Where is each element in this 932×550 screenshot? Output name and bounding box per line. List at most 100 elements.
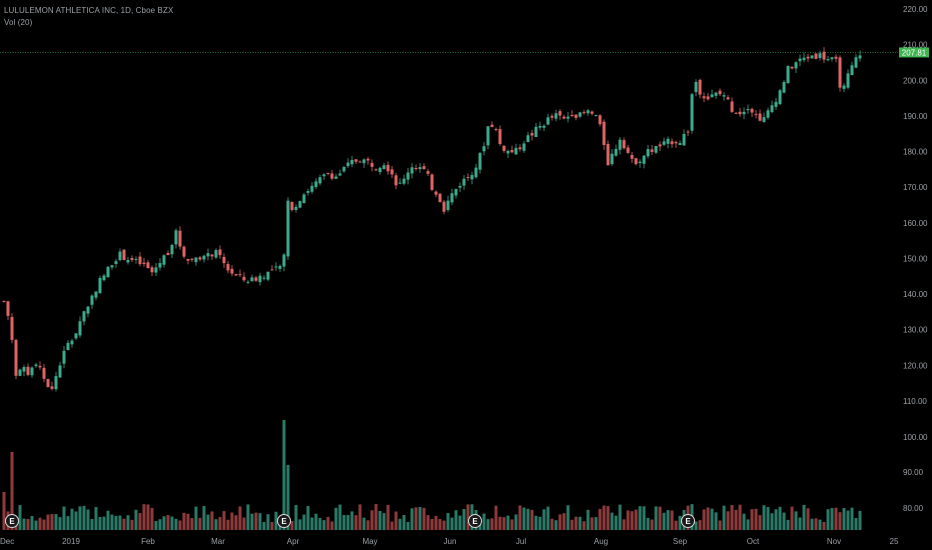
candle-body	[634, 158, 638, 165]
candle-body	[134, 258, 138, 260]
volume-tick-label: 100.00	[903, 433, 928, 442]
volume-bar	[546, 506, 550, 530]
time-tick-label: Dec	[0, 537, 14, 546]
candle-body	[702, 96, 706, 99]
candle-body	[778, 90, 782, 105]
volume-bar	[34, 520, 38, 530]
candle-body	[446, 200, 450, 211]
candle-body	[370, 162, 374, 167]
candle-body	[858, 55, 862, 59]
candle-body	[206, 253, 210, 257]
volume-bar	[702, 509, 706, 530]
time-tick-label: Oct	[747, 537, 760, 546]
volume-bar	[554, 520, 558, 530]
candle-body	[742, 111, 746, 115]
volume-bar	[402, 515, 406, 530]
candle-body	[246, 281, 250, 283]
candle-body	[534, 126, 538, 138]
candle-body	[2, 300, 6, 302]
earnings-marker[interactable]	[277, 514, 291, 528]
volume-bar	[234, 515, 238, 530]
symbol-legend[interactable]: LULULEMON ATHLETICA INC, 1D, Cboe BZX	[4, 6, 174, 15]
candle-body	[326, 173, 330, 175]
volume-bar	[626, 510, 630, 530]
candle-body	[522, 143, 526, 151]
volume-bar	[618, 504, 622, 530]
volume-bar	[834, 507, 838, 530]
volume-bar	[438, 519, 442, 530]
candle-body	[570, 114, 574, 117]
volume-bar	[450, 517, 454, 530]
candle-body	[286, 200, 290, 257]
volume-bar	[706, 507, 710, 530]
volume-bar	[122, 518, 126, 530]
candle-body	[810, 55, 814, 59]
volume-bar	[2, 492, 6, 530]
price-tick-label: 110.00	[903, 397, 927, 406]
candle-body	[834, 56, 838, 59]
time-axis[interactable]: Dec 2019 Feb Mar Apr May Jun Jul Aug Sep Oct Nov 25	[0, 537, 899, 546]
candle-body	[66, 342, 70, 351]
volume-bar	[766, 507, 770, 530]
price-axis[interactable]: 110.00 120.00 130.00 140.00 150.00 160.00 170.…	[903, 5, 928, 513]
volume-bar	[194, 506, 198, 530]
volume-bar	[838, 512, 842, 530]
volume-bar	[38, 517, 42, 530]
candle-body	[106, 266, 110, 278]
candle-body	[142, 262, 146, 264]
candle-body	[482, 146, 486, 152]
volume-bar	[674, 520, 678, 530]
volume-bar	[66, 516, 70, 530]
candle-body	[574, 114, 578, 118]
candle-body	[794, 62, 798, 69]
candle-body	[466, 176, 470, 178]
volume-bar	[282, 420, 286, 530]
volume-bar	[814, 518, 818, 530]
volume-legend[interactable]: Vol (20)	[4, 18, 33, 27]
volume-bar	[842, 508, 846, 530]
volume-bar	[778, 506, 782, 530]
volume-bar	[82, 505, 86, 530]
candle-body	[70, 340, 74, 345]
volume-bar	[326, 516, 330, 530]
volume-bar	[78, 506, 82, 530]
volume-bar	[854, 518, 858, 530]
volume-bar	[714, 512, 718, 530]
candle-body	[722, 95, 726, 97]
volume-bar	[802, 504, 806, 530]
earnings-marker-label: E	[281, 517, 287, 526]
earnings-marker[interactable]	[468, 514, 482, 528]
candle-body	[750, 108, 754, 113]
candle-body	[398, 182, 402, 184]
candle-body	[730, 101, 734, 112]
candle-body	[294, 206, 298, 211]
volume-bar	[822, 521, 826, 530]
candle-body	[614, 148, 618, 156]
volume-bar	[738, 504, 742, 530]
volume-bar	[786, 519, 790, 530]
volume-bar	[246, 504, 250, 530]
earnings-marker[interactable]	[681, 514, 695, 528]
volume-bar	[58, 517, 62, 530]
volume-bar	[258, 513, 262, 530]
time-tick-label: Feb	[141, 537, 155, 546]
volume-bar	[162, 516, 166, 530]
volume-bar	[18, 505, 22, 530]
candle-body	[50, 386, 54, 389]
volume-bar	[146, 504, 150, 530]
volume-bar	[190, 517, 194, 530]
volume-bar	[622, 519, 626, 530]
candle-body	[662, 141, 666, 145]
candle-body	[738, 111, 742, 115]
volume-bar	[22, 518, 26, 530]
candle-body	[506, 150, 510, 154]
earnings-marker[interactable]	[5, 514, 19, 528]
volume-bar	[510, 519, 514, 530]
volume-bar	[202, 506, 206, 530]
candle-body	[126, 259, 130, 263]
candle-body	[494, 128, 498, 130]
volume-bar	[730, 505, 734, 530]
price-tick-label: 170.00	[903, 183, 928, 192]
